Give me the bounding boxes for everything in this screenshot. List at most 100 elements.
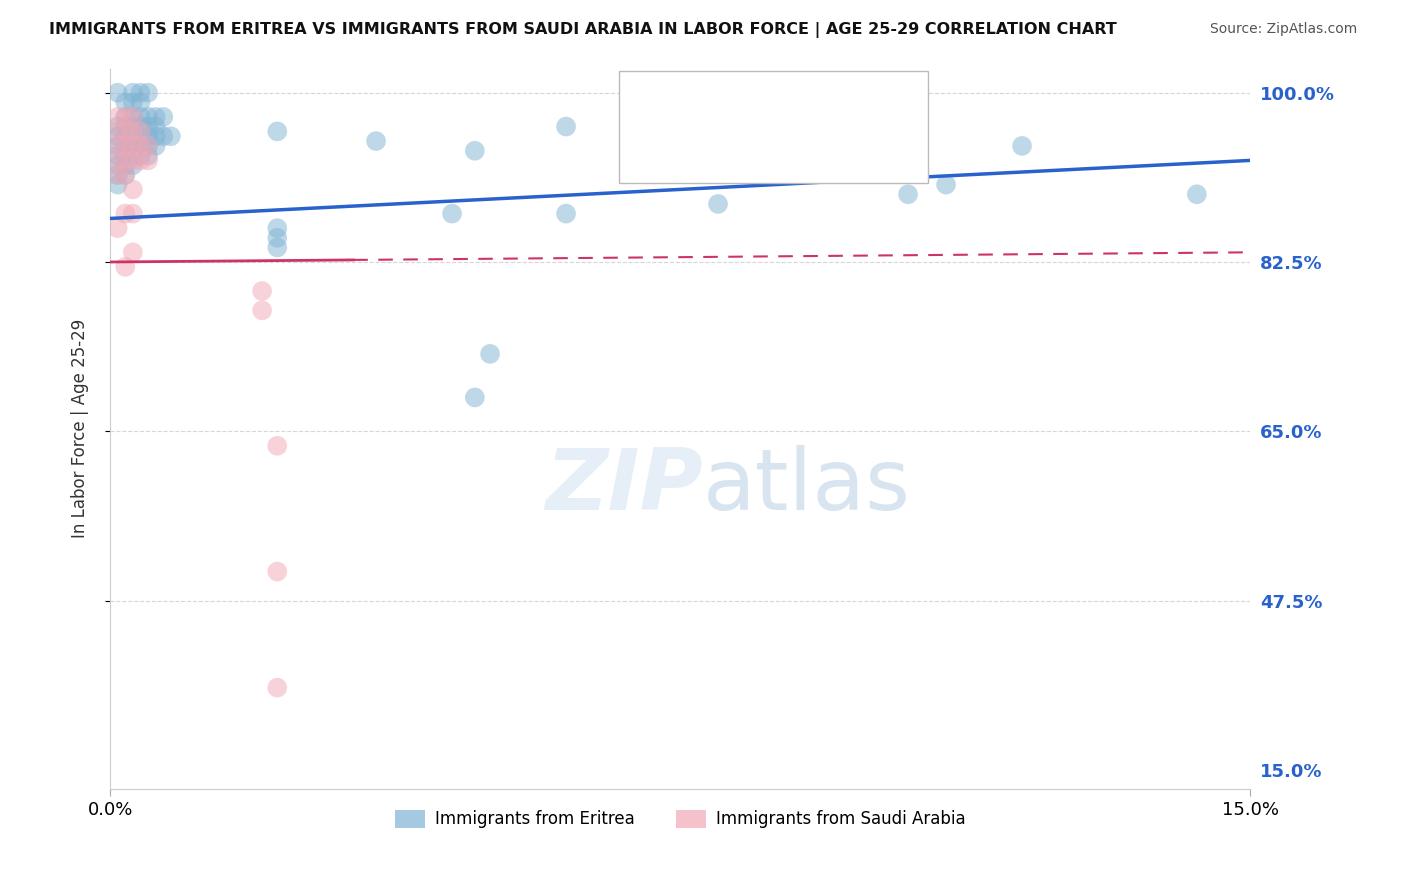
Point [122,139,145,153]
Point [1185,187,1208,202]
Point [114,139,136,153]
Point [107,139,129,153]
Text: Source: ZipAtlas.com: Source: ZipAtlas.com [1209,22,1357,37]
Point [266,681,288,695]
Point [114,129,136,144]
Point [107,86,129,100]
Point [136,120,159,134]
Point [122,153,145,168]
Point [114,124,136,138]
Point [107,221,129,235]
Point [122,139,145,153]
Point [136,148,159,162]
Point [479,347,502,361]
Point [136,139,159,153]
Point [129,95,152,110]
Point [122,148,145,162]
Point [707,197,730,211]
Text: R =  0.014   N = 30: R = 0.014 N = 30 [682,140,873,158]
Point [107,168,129,182]
Point [129,124,152,138]
Point [107,110,129,124]
Point [136,110,159,124]
Point [129,129,152,144]
Point [114,139,136,153]
Point [122,120,145,134]
Point [859,163,882,178]
Point [122,182,145,196]
Point [1011,139,1033,153]
Point [364,134,387,148]
Point [145,110,167,124]
Point [129,139,152,153]
Point [152,110,174,124]
Point [114,206,136,220]
Point [145,129,167,144]
Point [250,303,273,318]
Point [897,187,920,202]
Text: R =  0.111   N = 63: R = 0.111 N = 63 [682,95,873,113]
Point [935,178,957,192]
Point [114,95,136,110]
Point [122,110,145,124]
Point [129,139,152,153]
Point [114,168,136,182]
Point [122,86,145,100]
Point [631,139,654,153]
Point [122,206,145,220]
Text: IMMIGRANTS FROM ERITREA VS IMMIGRANTS FROM SAUDI ARABIA IN LABOR FORCE | AGE 25-: IMMIGRANTS FROM ERITREA VS IMMIGRANTS FR… [49,22,1116,38]
Point [441,206,464,220]
Point [145,139,167,153]
Point [152,129,174,144]
Point [122,95,145,110]
Point [266,240,288,254]
Y-axis label: In Labor Force | Age 25-29: In Labor Force | Age 25-29 [72,319,89,539]
Point [107,153,129,168]
Point [136,129,159,144]
Point [114,158,136,172]
Point [266,221,288,235]
Point [107,120,129,134]
Point [114,168,136,182]
Text: ZIP: ZIP [546,445,703,528]
Point [122,110,145,124]
Point [107,124,129,138]
Point [122,129,145,144]
Point [122,245,145,260]
Point [266,565,288,579]
Point [136,153,159,168]
Point [107,168,129,182]
Text: atlas: atlas [703,445,911,528]
Point [114,110,136,124]
Point [464,144,486,158]
Point [114,110,136,124]
Point [129,110,152,124]
Point [107,178,129,192]
Point [464,391,486,405]
Point [107,158,129,172]
Point [250,284,273,298]
Point [122,158,145,172]
Point [136,139,159,153]
Point [266,439,288,453]
Point [129,86,152,100]
Point [107,148,129,162]
Point [129,153,152,168]
Point [114,153,136,168]
Point [114,260,136,274]
Legend: Immigrants from Eritrea, Immigrants from Saudi Arabia: Immigrants from Eritrea, Immigrants from… [388,803,972,835]
Point [114,120,136,134]
Point [266,231,288,245]
Point [129,120,152,134]
Point [266,124,288,138]
Point [555,120,578,134]
Point [160,129,183,144]
Point [107,129,129,144]
Point [136,86,159,100]
Point [145,120,167,134]
Point [129,148,152,162]
Point [745,148,768,162]
Point [114,148,136,162]
Point [107,139,129,153]
Point [122,124,145,138]
